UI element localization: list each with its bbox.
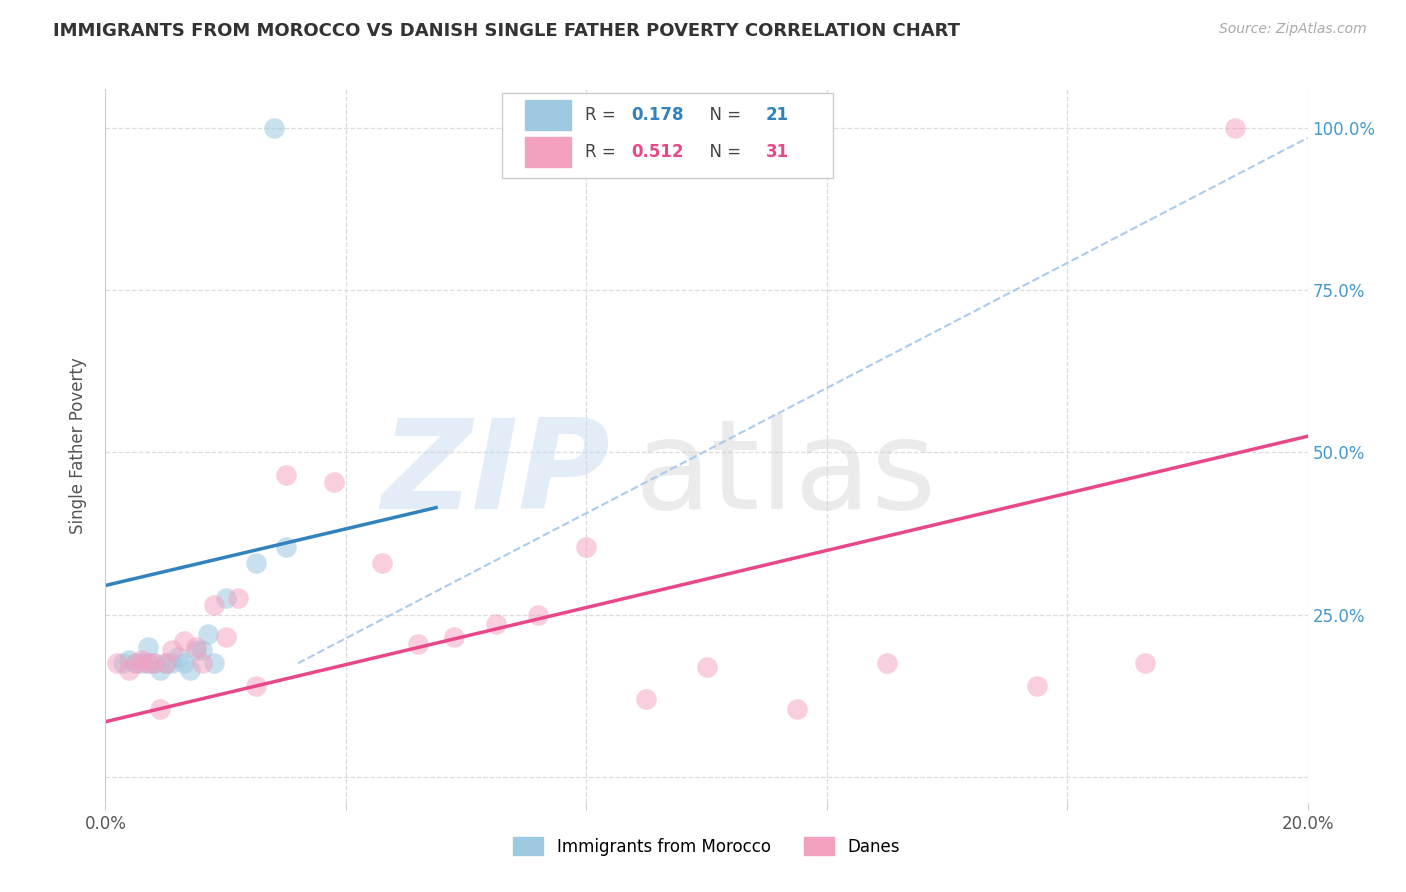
Text: atlas: atlas [634,414,936,535]
Point [202,657,225,671]
Point [124,657,146,671]
Text: 31: 31 [765,143,789,161]
Point [274,540,297,554]
Point [202,598,225,612]
Text: R =: R = [585,106,621,124]
Point [1225,121,1247,136]
Point [136,657,159,671]
Text: ZIP: ZIP [381,414,610,535]
Point [406,637,429,651]
Point [118,663,141,677]
Point [190,643,212,657]
Point [214,631,236,645]
Point [226,591,249,606]
Point [184,643,207,657]
Text: 21: 21 [765,106,789,124]
Point [263,121,285,136]
Point [485,617,508,632]
Point [245,556,267,570]
Point [876,657,898,671]
Text: N =: N = [699,143,747,161]
Point [142,657,165,671]
Point [636,692,658,706]
Point [184,640,207,654]
Point [131,657,153,671]
Point [173,633,195,648]
Point [107,657,129,671]
FancyBboxPatch shape [502,93,832,178]
Point [443,631,465,645]
Point [136,640,159,654]
Point [190,657,212,671]
Text: N =: N = [699,106,747,124]
Point [155,657,177,671]
Point [1135,657,1157,671]
Text: 0.512: 0.512 [631,143,683,161]
Point [179,663,201,677]
Text: R =: R = [585,143,621,161]
FancyBboxPatch shape [524,137,571,167]
Point [118,653,141,667]
Point [1026,679,1049,693]
Point [575,540,598,554]
Point [166,649,188,664]
Point [124,657,146,671]
Point [245,679,267,693]
Point [160,643,183,657]
Point [155,657,177,671]
Point [371,556,394,570]
Point [322,475,344,489]
Y-axis label: Single Father Poverty: Single Father Poverty [69,358,87,534]
Point [136,657,159,671]
Point [696,659,718,673]
FancyBboxPatch shape [524,100,571,130]
Point [148,663,170,677]
Legend: Immigrants from Morocco, Danes: Immigrants from Morocco, Danes [506,830,907,863]
Point [173,657,195,671]
Point [527,607,550,622]
Point [214,591,236,606]
Point [197,627,219,641]
Text: Source: ZipAtlas.com: Source: ZipAtlas.com [1219,22,1367,37]
Point [786,702,808,716]
Point [112,657,135,671]
Point [274,468,297,483]
Point [131,653,153,667]
Point [160,657,183,671]
Point [142,657,165,671]
Text: 0.178: 0.178 [631,106,683,124]
Point [148,702,170,716]
Text: IMMIGRANTS FROM MOROCCO VS DANISH SINGLE FATHER POVERTY CORRELATION CHART: IMMIGRANTS FROM MOROCCO VS DANISH SINGLE… [53,22,960,40]
